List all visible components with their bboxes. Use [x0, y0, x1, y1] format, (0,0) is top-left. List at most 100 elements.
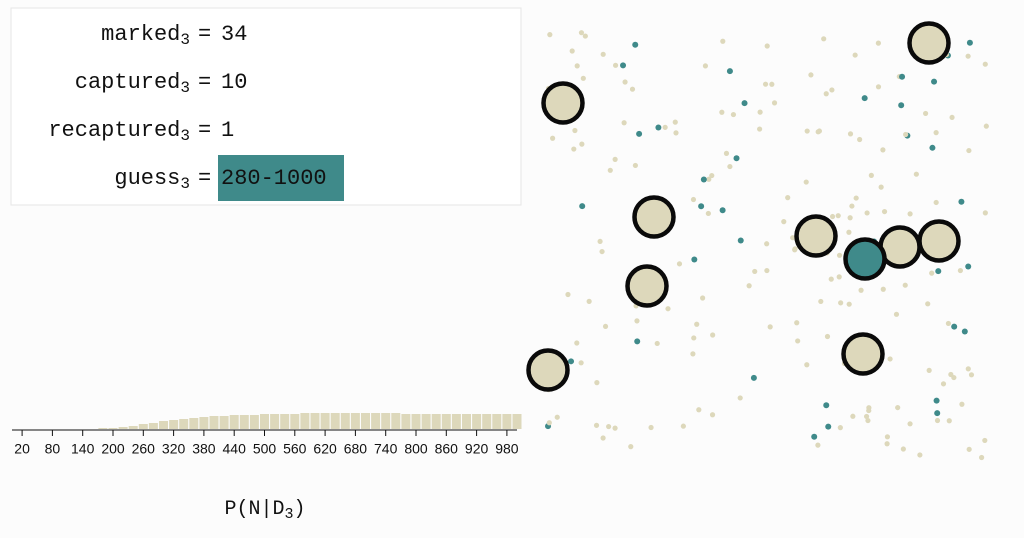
- captured-dot: [632, 41, 639, 48]
- population-dot: [569, 48, 575, 54]
- x-tick-label: 200: [101, 441, 125, 457]
- variable-subscript: 3: [180, 175, 190, 193]
- population-dot: [574, 340, 580, 346]
- population-dot: [804, 128, 810, 134]
- bar: [330, 413, 340, 429]
- population-dot: [828, 276, 834, 282]
- population-dot: [852, 52, 858, 58]
- captured-dot: [823, 402, 830, 409]
- population-dot: [781, 219, 787, 225]
- equals-sign: =: [198, 22, 211, 47]
- population-dot: [709, 412, 716, 418]
- population-dot: [764, 241, 770, 247]
- bar: [371, 413, 381, 429]
- population-dot: [578, 30, 585, 36]
- population-dot: [836, 252, 843, 258]
- bar: [300, 413, 310, 429]
- population-dot: [795, 338, 801, 344]
- population-dot: [847, 215, 853, 221]
- population-dot: [858, 287, 864, 293]
- captured-dot: [750, 374, 757, 381]
- bar: [128, 426, 138, 429]
- population-dot: [621, 120, 627, 126]
- variable-subscript: 3: [180, 127, 190, 145]
- population-dot: [922, 110, 929, 117]
- population-dot: [968, 372, 975, 378]
- bar: [169, 420, 179, 429]
- bar: [482, 414, 492, 429]
- equals-sign: =: [198, 118, 211, 143]
- population-dot: [959, 401, 965, 407]
- captured-dot: [726, 68, 733, 75]
- population-dot: [764, 267, 770, 274]
- captured-dot: [861, 95, 868, 102]
- population-dot: [628, 444, 634, 450]
- population-dot: [929, 270, 935, 276]
- population-dot: [547, 32, 553, 38]
- population-dot: [767, 324, 773, 330]
- population-dot: [600, 435, 606, 441]
- population-dot: [900, 446, 906, 452]
- variable-value: 10: [221, 70, 247, 95]
- variable-name: captured: [75, 70, 181, 95]
- bar: [310, 413, 320, 429]
- population-dot: [665, 306, 671, 312]
- population-dot: [808, 72, 814, 78]
- x-tick-label: 20: [14, 441, 30, 457]
- population-dot: [948, 371, 954, 378]
- population-dot: [949, 114, 955, 121]
- x-tick-label: 980: [495, 441, 519, 457]
- value-box: [218, 107, 344, 153]
- x-tick-label: 560: [283, 441, 307, 457]
- population-dot: [881, 208, 888, 215]
- population-dot: [880, 147, 886, 153]
- population-dot: [829, 87, 835, 93]
- captured-dot: [899, 73, 906, 80]
- captured-dot: [825, 423, 832, 430]
- population-dot: [865, 417, 871, 424]
- population-dot: [554, 414, 560, 420]
- population-dot: [694, 321, 700, 327]
- variable-subscript: 3: [180, 31, 190, 49]
- captured-dot: [579, 203, 586, 210]
- captured-dot: [698, 203, 705, 210]
- population-dot: [933, 130, 939, 136]
- population-dot: [705, 210, 711, 217]
- population-dot: [594, 380, 600, 386]
- population-dot: [875, 40, 881, 46]
- value-box: [218, 59, 344, 105]
- population-dot: [829, 213, 836, 220]
- variable-value: 34: [221, 22, 247, 47]
- population-dot: [706, 176, 712, 182]
- population-dot: [893, 311, 900, 317]
- population-dot: [612, 156, 618, 162]
- population-dot: [884, 441, 890, 447]
- population-dot: [933, 199, 939, 206]
- bar: [138, 424, 148, 429]
- bar: [159, 421, 168, 429]
- population-dot: [550, 135, 556, 141]
- x-tick-label: 80: [45, 441, 61, 457]
- population-dot: [593, 422, 600, 428]
- population-dot: [586, 298, 592, 304]
- population-dot: [979, 454, 985, 461]
- population-dot: [676, 261, 683, 267]
- population-dot: [878, 184, 884, 190]
- variable-label: captured3: [75, 70, 190, 97]
- x-tick-label: 380: [192, 441, 216, 457]
- population-dot: [580, 75, 586, 81]
- x-tick-label: 680: [344, 441, 368, 457]
- population-dot: [700, 295, 706, 301]
- bar: [290, 414, 300, 429]
- population-dot: [926, 367, 932, 373]
- x-tick-label: 500: [253, 441, 277, 457]
- population-dot: [612, 62, 619, 68]
- population-dot: [821, 36, 827, 42]
- bar: [431, 414, 441, 429]
- population-dot: [737, 395, 743, 401]
- marked-marker: [632, 195, 676, 239]
- population-dot: [983, 123, 989, 129]
- variable-value: 1: [221, 118, 234, 143]
- population-dot: [702, 63, 709, 69]
